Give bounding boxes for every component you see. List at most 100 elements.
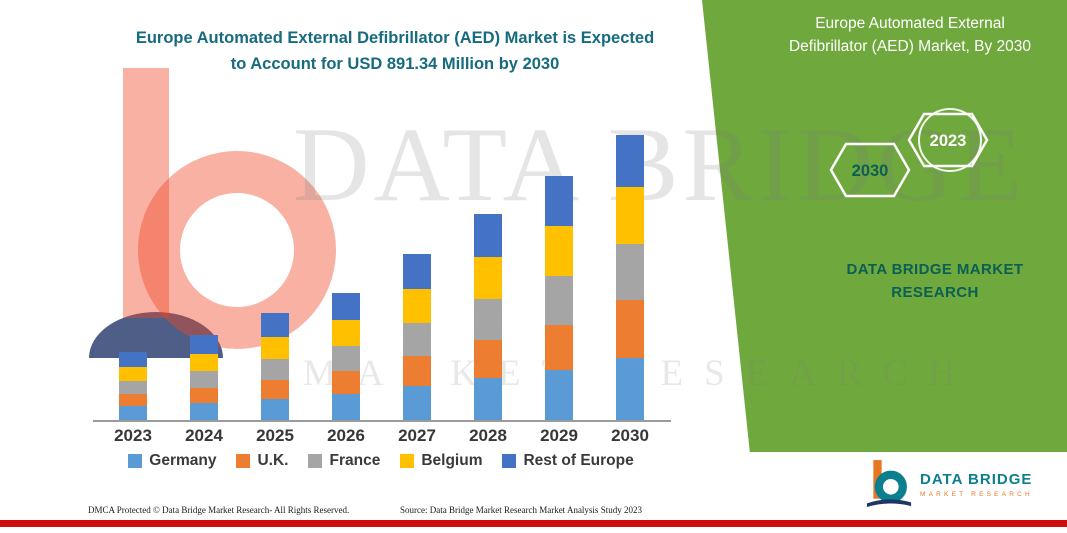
hexagon-circle-accent (918, 108, 982, 172)
bar-segment-germany (545, 370, 573, 420)
bar-segment-belgium (261, 337, 289, 359)
watermark-text-databridge: DATA BRIDGE (293, 106, 1027, 223)
green-banner-background (702, 0, 1067, 452)
bar-segment-u-k (332, 371, 360, 394)
stacked-bar-chart (95, 135, 670, 420)
legend-label: France (329, 452, 381, 469)
x-axis-labels: 2023 2024 2025 2026 2027 2028 2029 2030 (95, 426, 670, 450)
logo-subtitle: MARKET RESEARCH (920, 490, 1033, 498)
logo-name: DATA BRIDGE (920, 470, 1033, 488)
bar-segment-france (119, 381, 147, 394)
bar-segment-u-k (190, 388, 218, 403)
x-axis-label-2029: 2029 (540, 426, 578, 445)
hexagon-2023 (907, 112, 989, 168)
bar-segment-germany (474, 378, 502, 420)
bar-segment-u-k (403, 356, 431, 386)
watermark-ring (138, 151, 336, 349)
legend-swatch (128, 454, 143, 468)
bar-segment-belgium (474, 257, 502, 299)
bar-segment-rest-of-europe (261, 313, 289, 337)
bar-segment-belgium (545, 226, 573, 276)
bar-segment-france (403, 323, 431, 356)
bar-segment-france (332, 346, 360, 371)
legend-label: Belgium (421, 452, 483, 469)
chart-legend: Germany U.K. France Belgium Rest of Europe (88, 452, 674, 470)
legend-item-france: France (308, 452, 380, 470)
bar-segment-germany (332, 394, 360, 420)
stacked-bar-2028 (474, 214, 502, 420)
bar-segment-rest-of-europe (119, 352, 147, 367)
legend-item-germany: Germany (128, 452, 216, 470)
chart-title-line1: Europe Automated External Defibrillator … (135, 29, 655, 47)
banner-title: Europe Automated External Defibrillator … (760, 12, 1060, 59)
x-axis-line (93, 420, 671, 422)
bar-segment-u-k (474, 340, 502, 378)
banner-brand-line2: RESEARCH (891, 284, 979, 302)
watermark-bar (123, 68, 169, 318)
hexagon-2030-label: 2030 (852, 162, 889, 180)
x-axis-label-2026: 2026 (327, 426, 365, 445)
banner-title-line1: Europe Automated External (815, 15, 1005, 32)
bar-segment-germany (403, 386, 431, 420)
bar-segment-belgium (616, 187, 644, 244)
bar-segment-belgium (403, 289, 431, 323)
legend-label: Rest of Europe (523, 452, 634, 469)
bar-segment-u-k (119, 394, 147, 406)
bar-segment-rest-of-europe (616, 135, 644, 187)
legend-label: Germany (149, 452, 217, 469)
x-axis-label-2030: 2030 (611, 426, 649, 445)
banner-title-line2: Defibrillator (AED) Market, By 2030 (788, 38, 1032, 56)
x-axis-label-2028: 2028 (469, 426, 507, 445)
stacked-bar-2026 (332, 293, 360, 420)
watermark-swoosh (89, 312, 223, 358)
bar-segment-rest-of-europe (474, 214, 502, 257)
bar-segment-u-k (261, 380, 289, 399)
legend-swatch (236, 454, 251, 468)
bar-segment-germany (261, 399, 289, 420)
bar-segment-germany (190, 403, 218, 420)
x-axis-label-2024: 2024 (185, 426, 223, 445)
legend-swatch (308, 454, 323, 468)
databridge-logo-watermark (89, 68, 336, 358)
banner-brand-line1: DATA BRIDGE MARKET (846, 261, 1024, 278)
bar-segment-belgium (190, 354, 218, 371)
databridge-logo-text: DATA BRIDGE MARKET RESEARCH (920, 471, 1033, 498)
databridge-logo-icon (866, 460, 912, 507)
x-axis-label-2025: 2025 (256, 426, 294, 445)
x-axis-label-2027: 2027 (398, 426, 436, 445)
stacked-bar-2030 (616, 135, 644, 420)
bottom-red-rule (0, 520, 1067, 527)
bar-segment-rest-of-europe (545, 176, 573, 226)
bar-segment-belgium (119, 367, 147, 381)
year-hexagons: 2023 2030 (829, 108, 989, 198)
bar-segment-rest-of-europe (190, 335, 218, 354)
bar-segment-france (190, 371, 218, 388)
bar-segment-france (616, 244, 644, 300)
banner-brand-text: DATA BRIDGE MARKET RESEARCH (790, 258, 1067, 305)
source-note: Source: Data Bridge Market Research Mark… (400, 505, 642, 515)
bar-segment-rest-of-europe (332, 293, 360, 320)
bar-segment-france (545, 276, 573, 325)
legend-swatch (400, 454, 415, 468)
hexagon-2030 (829, 142, 911, 198)
legend-item-u-k: U.K. (236, 452, 288, 470)
legend-label: U.K. (257, 452, 289, 469)
bar-segment-germany (616, 358, 644, 420)
stacked-bar-2024 (190, 335, 218, 420)
stacked-bar-2023 (119, 352, 147, 420)
bar-segment-belgium (332, 320, 360, 346)
bar-segment-france (261, 359, 289, 380)
stacked-bar-2027 (403, 254, 431, 420)
bar-segment-germany (119, 406, 147, 420)
legend-swatch (502, 454, 517, 468)
stacked-bar-2025 (261, 313, 289, 420)
x-axis-label-2023: 2023 (114, 426, 152, 445)
hexagon-2023-label: 2023 (930, 132, 967, 150)
databridge-logo: DATA BRIDGE MARKET RESEARCH (866, 458, 1033, 510)
bar-segment-u-k (616, 300, 644, 358)
dmca-notice: DMCA Protected © Data Bridge Market Rese… (88, 505, 350, 515)
legend-item-belgium: Belgium (400, 452, 482, 470)
bar-segment-france (474, 299, 502, 340)
chart-title-line2: to Account for USD 891.34 Million by 203… (230, 54, 560, 73)
